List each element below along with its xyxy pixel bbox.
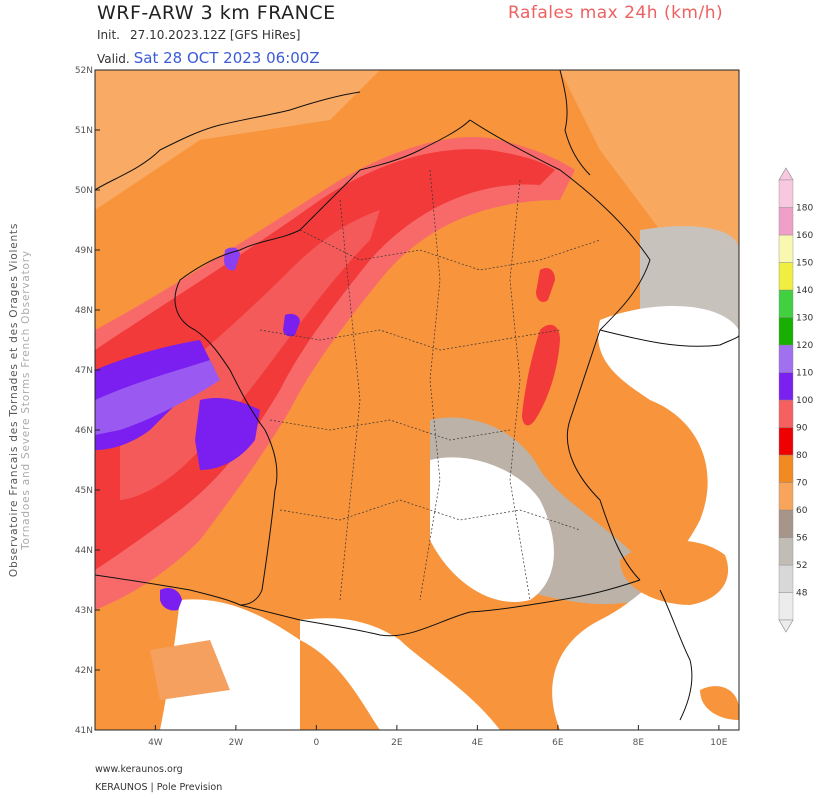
legend-label: 140 (796, 286, 813, 296)
lon-tick-label: 8E (633, 738, 645, 748)
corsica-coast (659, 589, 693, 721)
france-east-border (469, 119, 651, 581)
legend-swatch (778, 482, 794, 511)
legend-label: 56 (796, 534, 808, 544)
benelux-border (559, 70, 591, 176)
lat-tick-label: 50N (75, 186, 93, 196)
gust-zone-light-ne (560, 70, 739, 260)
lat-tick-label: 41N (75, 726, 93, 736)
legend-label: 120 (796, 341, 813, 351)
legend-label: 48 (796, 589, 808, 599)
legend-label: 80 (796, 451, 808, 461)
lon-tick-label: 4E (472, 738, 484, 748)
lat-tick-label: 46N (75, 426, 93, 436)
legend-colorbar: 48 52 56 60 70 80 90 100 110 120 130 140 150 160 180 (778, 167, 813, 633)
gust-zone-vosges-red (536, 268, 555, 303)
lon-tick-label: 2E (391, 738, 403, 748)
gust-zone-storm-outer (95, 136, 575, 611)
gust-zone-storm-mid (120, 210, 380, 500)
coastlines (95, 91, 693, 721)
pyrenees-border (239, 604, 301, 621)
gust-zone-iberia (150, 640, 230, 700)
map-title: WRF-ARW 3 km FRANCE (97, 2, 336, 24)
gust-zone-corsica-sea (620, 540, 729, 605)
gust-zone-low-alps-med (300, 306, 739, 730)
channel-coast-north (359, 119, 471, 171)
gust-zone-jura-red (522, 324, 560, 426)
valid-value: Sat 28 OCT 2023 06:00Z (133, 49, 320, 67)
legend-label: 90 (796, 424, 808, 434)
france-atlantic-coast (174, 169, 361, 606)
longitude-axis: 4W 2W 0 2E 4E 6E 8E 10E (148, 725, 728, 748)
legend-swatch (778, 207, 794, 236)
lat-tick-label: 44N (75, 546, 93, 556)
gust-zone-lilac-biscay (95, 360, 220, 435)
legend-label: 70 (796, 479, 808, 489)
lat-tick-label: 45N (75, 486, 93, 496)
lat-tick-label: 49N (75, 246, 93, 256)
parameter-title: Rafales max 24h (km/h) (508, 3, 724, 23)
init-label: Init. (97, 28, 120, 42)
gust-zone-purple-inland (283, 313, 300, 337)
legend-swatch (778, 289, 794, 318)
init-row: Init. 27.10.2023.12Z [GFS HiRes] (97, 28, 300, 42)
legend-top-arrow (778, 167, 794, 181)
footer-url[interactable]: www.keraunos.org (95, 764, 183, 775)
legend-label: 160 (796, 231, 813, 241)
gust-zone-purple-vendee (195, 398, 260, 470)
lat-tick-label: 43N (75, 606, 93, 616)
legend-swatch (778, 317, 794, 346)
legend-label: 130 (796, 314, 813, 324)
gust-zone-gulf-lion (445, 609, 526, 690)
lat-tick-label: 51N (75, 126, 93, 136)
legend-swatch (778, 564, 794, 593)
wind-gust-field (95, 70, 739, 730)
legend-swatch (778, 179, 794, 208)
legend-swatch (778, 427, 794, 456)
lat-tick-label: 52N (75, 66, 93, 76)
map-frame (94, 69, 740, 731)
lat-tick-label: 47N (75, 366, 93, 376)
lat-tick-label: 48N (75, 306, 93, 316)
gust-zone-sardinia (700, 686, 739, 720)
lat-tick-label: 42N (75, 666, 93, 676)
legend-swatch (778, 344, 794, 373)
legend-swatch (778, 262, 794, 291)
gust-zone-low-massif (430, 457, 554, 602)
department-borders (259, 169, 601, 601)
legend-label: 52 (796, 561, 807, 571)
valid-row: Valid. Sat 28 OCT 2023 06:00Z (97, 49, 320, 67)
legend-swatch (778, 399, 794, 428)
swiss-border (599, 329, 739, 347)
footer-brand: KERAUNOS | Pole Prevision (95, 782, 223, 793)
valid-label: Valid. (97, 52, 130, 66)
legend-swatch (778, 372, 794, 401)
legend-swatch (778, 509, 794, 538)
gust-zone-purple-basque (160, 588, 182, 611)
legend-bottom-arrow (778, 619, 794, 633)
spain-north-coast (95, 574, 241, 606)
legend-label: 60 (796, 506, 808, 516)
lon-tick-label: 10E (710, 738, 727, 748)
lon-tick-label: 4W (148, 738, 163, 748)
init-value: 27.10.2023.12Z [GFS HiRes] (130, 28, 301, 42)
legend-swatch (778, 454, 794, 483)
med-coast (299, 579, 641, 637)
lon-tick-label: 0 (314, 738, 320, 748)
legend-label: 100 (796, 396, 813, 406)
gust-zone-light-north (95, 70, 380, 210)
lon-tick-label: 2W (229, 738, 244, 748)
legend-swatch (778, 592, 794, 621)
legend-swatch (778, 537, 794, 566)
legend-label: 150 (796, 259, 813, 269)
lon-tick-label: 6E (552, 738, 564, 748)
gust-zone-low-pyrenees (160, 599, 300, 730)
country-borders (239, 70, 739, 621)
uk-coast (95, 91, 361, 191)
latitude-axis: 52N 51N 50N 49N 48N 47N 46N 45N 44N 43N 42N 41N (75, 66, 100, 736)
legend-label: 110 (796, 369, 813, 379)
legend-label: 180 (796, 204, 813, 214)
legend-swatch (778, 234, 794, 263)
